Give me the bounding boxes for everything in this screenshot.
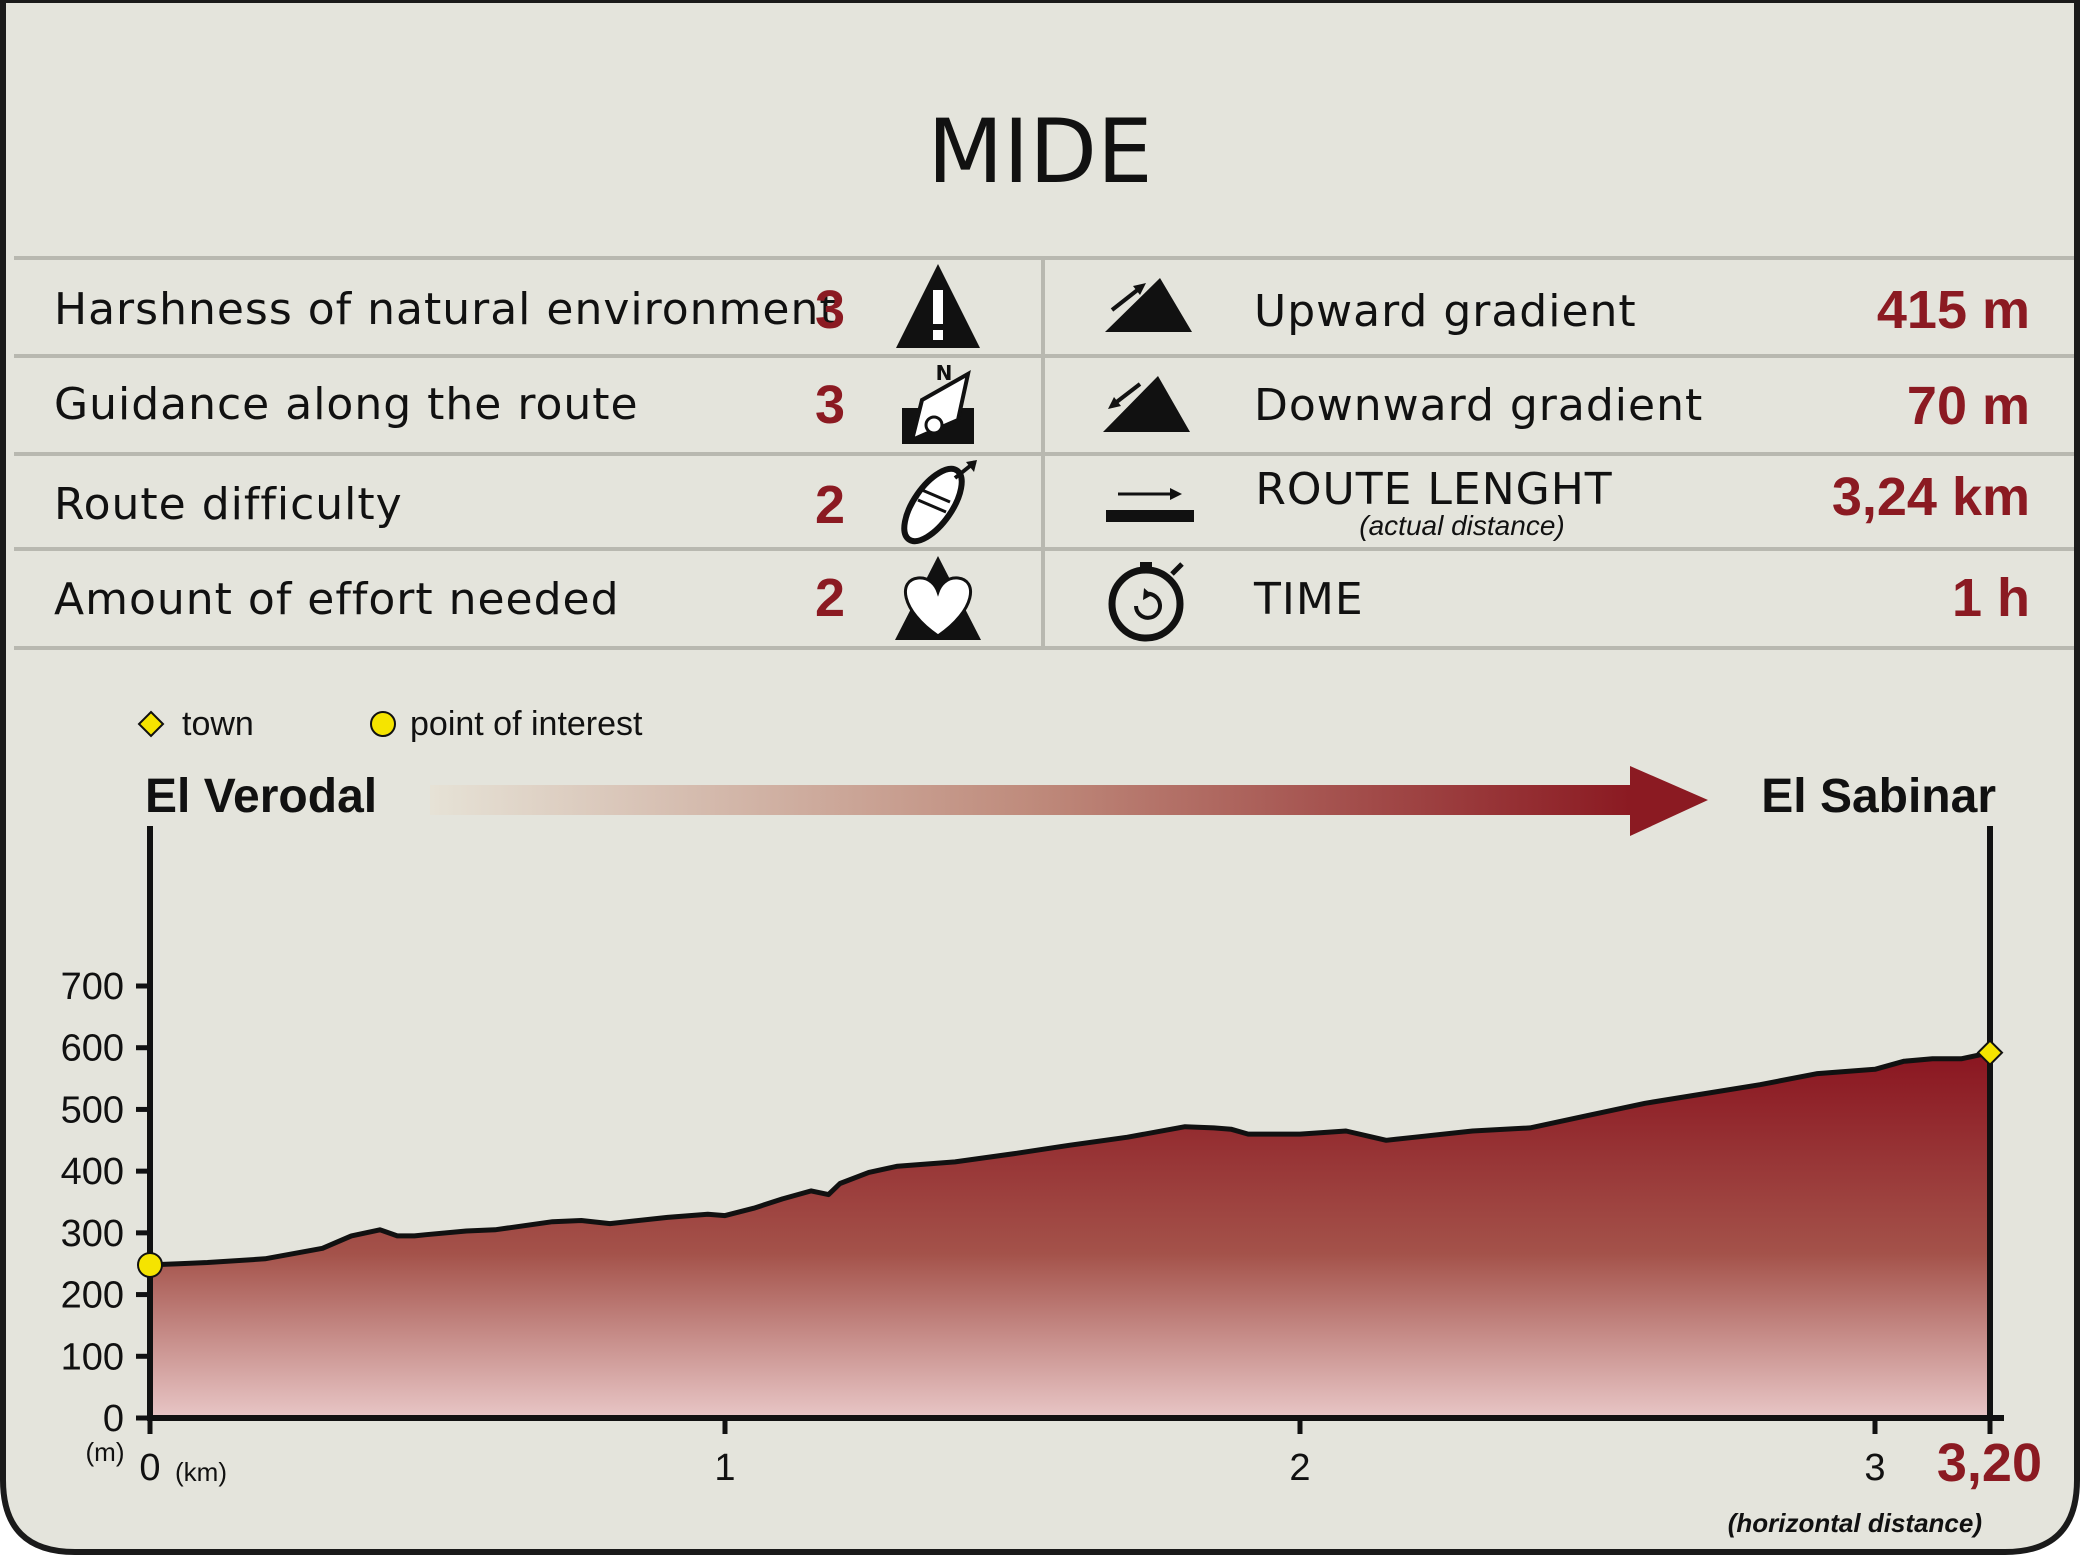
stat-label-upward: Upward gradient <box>1254 286 1637 337</box>
page-title: MIDE <box>927 100 1152 203</box>
mide-value-guidance: 3 <box>815 375 845 435</box>
mide-value-harshness: 3 <box>815 280 845 340</box>
stat-value-time: 1 h <box>1952 568 2030 628</box>
mide-value-difficulty: 2 <box>815 475 845 535</box>
stat-value-downward: 70 m <box>1907 376 2030 436</box>
y-tick-label: 500 <box>61 1089 124 1131</box>
mide-label-harshness: Harshness of natural environment <box>54 284 838 335</box>
y-unit-label: (m) <box>86 1437 125 1467</box>
poi-legend-icon <box>371 712 395 736</box>
legend-poi-label: point of interest <box>410 705 643 743</box>
stat-value-length: 3,24 km <box>1832 467 2030 527</box>
y-tick-label: 600 <box>61 1028 124 1070</box>
x-tick-label: 2 <box>1289 1447 1310 1489</box>
poi-marker <box>138 1253 162 1277</box>
stat-value-upward: 415 m <box>1877 280 2030 340</box>
x-tick-label: 3 <box>1864 1447 1885 1489</box>
legend-town-label: town <box>182 705 254 743</box>
y-tick-label: 300 <box>61 1213 124 1255</box>
mide-label-effort: Amount of effort needed <box>54 574 620 625</box>
y-tick-label: 0 <box>103 1398 124 1440</box>
horizontal-distance-note: (horizontal distance) <box>1728 1508 1982 1538</box>
stat-label-downward: Downward gradient <box>1254 380 1703 431</box>
end-place-label: El Sabinar <box>1761 770 1996 823</box>
y-tick-label: 100 <box>61 1336 124 1378</box>
y-tick-label: 200 <box>61 1275 124 1317</box>
mide-label-difficulty: Route difficulty <box>54 479 403 530</box>
mide-value-effort: 2 <box>815 568 845 628</box>
stat-label-length: ROUTE LENGHT <box>1255 464 1612 515</box>
y-tick-label: 700 <box>61 966 124 1008</box>
x-unit-label: (km) <box>175 1457 227 1487</box>
svg-text:N: N <box>936 361 953 385</box>
stat-sublabel-length: (actual distance) <box>1359 510 1564 541</box>
y-tick-label: 400 <box>61 1151 124 1193</box>
end-distance-label: 3,20 <box>1937 1433 2042 1493</box>
x-tick-label: 0 <box>139 1447 160 1489</box>
x-tick-label: 1 <box>714 1447 735 1489</box>
mide-label-guidance: Guidance along the route <box>54 379 639 430</box>
stat-label-time: TIME <box>1253 574 1364 625</box>
start-place-label: El Verodal <box>145 770 377 823</box>
